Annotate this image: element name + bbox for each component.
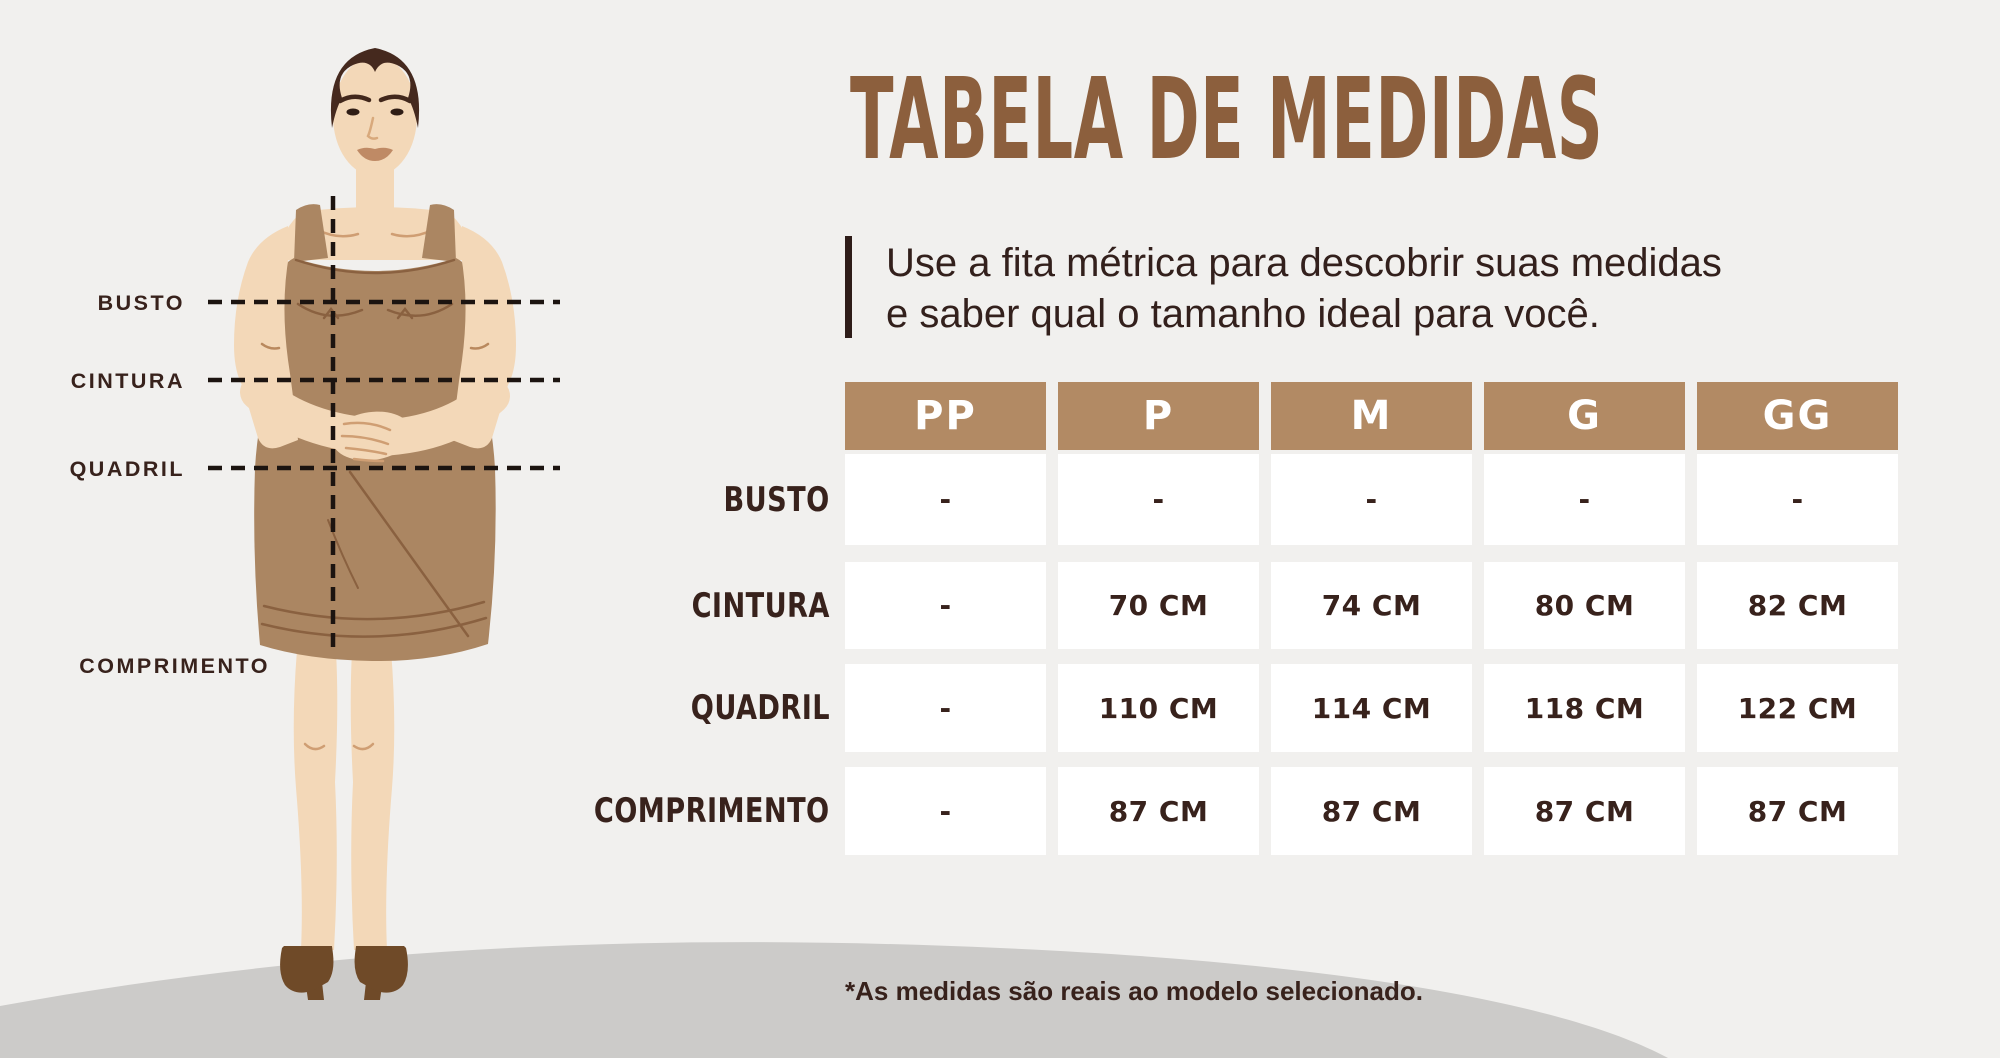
page-title: TABELA DE MEDIDAS <box>850 55 1604 185</box>
intro-quote-bar <box>845 236 852 338</box>
table-cell: 118 CM <box>1484 664 1685 752</box>
table-cell: 82 CM <box>1697 562 1898 649</box>
size-column-header-pp: PP <box>845 382 1046 450</box>
face <box>337 94 413 161</box>
measurement-label-quadril: QUADRIL <box>69 457 185 481</box>
intro-text: Use a fita métrica para descobrir suas m… <box>886 238 1722 340</box>
table-row-label-cintura: CINTURA <box>691 586 830 626</box>
head <box>330 48 420 222</box>
size-column-header-g: G <box>1484 382 1685 450</box>
measurement-label-busto: BUSTO <box>97 291 185 315</box>
arms <box>234 226 516 463</box>
dress-skirt <box>254 380 496 662</box>
shoes <box>280 946 408 1000</box>
table-cell: - <box>1058 454 1259 545</box>
table-cell: 87 CM <box>1058 767 1259 855</box>
table-row-label-busto: BUSTO <box>723 480 830 520</box>
table-cell: 80 CM <box>1484 562 1685 649</box>
footnote: *As medidas são reais ao modelo selecion… <box>845 976 1423 1006</box>
dress-bodice <box>265 204 485 380</box>
table-cell: - <box>1697 454 1898 545</box>
measurement-label-cintura: CINTURA <box>70 369 185 393</box>
hair <box>330 48 420 128</box>
ground-ellipse <box>0 942 1668 1058</box>
intro-text-line-1: Use a fita métrica para descobrir suas m… <box>886 241 1722 285</box>
table-cell: 87 CM <box>1484 767 1685 855</box>
table-cell: - <box>1271 454 1472 545</box>
table-cell: 87 CM <box>1271 767 1472 855</box>
table-row-label-comprimento: COMPRIMENTO <box>594 791 830 831</box>
table-row-label-quadril: QUADRIL <box>690 688 830 728</box>
table-cell: - <box>845 664 1046 752</box>
table-cell: - <box>845 454 1046 545</box>
legs <box>293 650 395 950</box>
table-cell: 122 CM <box>1697 664 1898 752</box>
size-column-header-p: P <box>1058 382 1259 450</box>
size-column-header-m: M <box>1271 382 1472 450</box>
table-cell: 87 CM <box>1697 767 1898 855</box>
table-cell: 70 CM <box>1058 562 1259 649</box>
intro-text-line-2: e saber qual o tamanho ideal para você. <box>886 292 1600 336</box>
measurement-label-comprimento: COMPRIMENTO <box>79 654 270 678</box>
table-cell: 74 CM <box>1271 562 1472 649</box>
size-column-header-gg: GG <box>1697 382 1898 450</box>
table-cell: - <box>845 562 1046 649</box>
table-cell: - <box>845 767 1046 855</box>
table-cell: 114 CM <box>1271 664 1472 752</box>
table-cell: - <box>1484 454 1685 545</box>
table-cell: 110 CM <box>1058 664 1259 752</box>
